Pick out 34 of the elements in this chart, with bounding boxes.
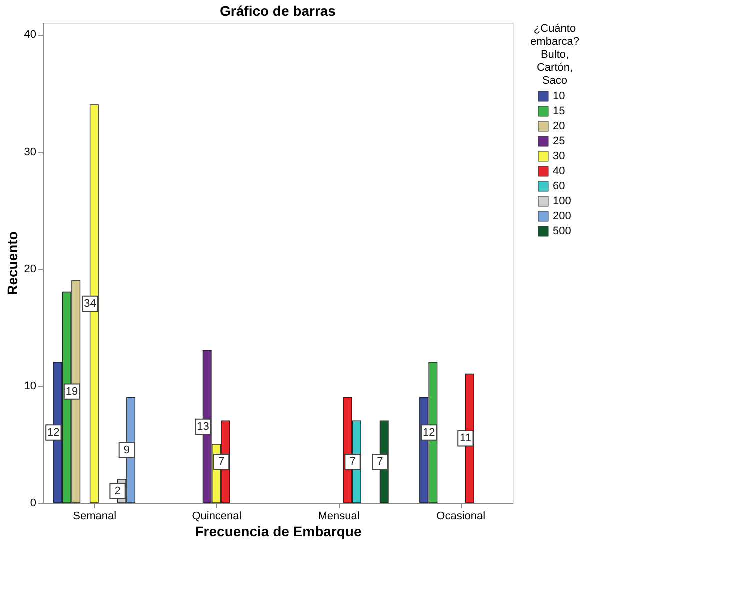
data-label: 12 — [422, 426, 436, 439]
x-tick-label: Mensual — [318, 510, 360, 522]
data-label: 7 — [218, 456, 225, 468]
legend-label: 100 — [553, 196, 572, 208]
legend-label: 30 — [553, 150, 566, 162]
legend-label: 40 — [553, 166, 566, 178]
data-label: 7 — [377, 456, 384, 468]
legend-label: 15 — [553, 106, 566, 118]
legend-label: 200 — [553, 210, 572, 222]
data-label: 19 — [66, 386, 78, 398]
x-tick-label: Semanal — [73, 510, 117, 522]
legend-title: ¿Cuánto embarca? Bulto, Cartón, Saco — [530, 23, 580, 87]
data-label: 2 — [114, 485, 121, 498]
y-tick-label: 40 — [24, 29, 36, 42]
chart-title: Gráfico de barras — [220, 3, 336, 19]
legend-label: 500 — [553, 226, 572, 238]
legend-label: 25 — [553, 136, 566, 148]
legend-label: 60 — [553, 180, 566, 192]
y-tick-label: 10 — [24, 380, 36, 392]
data-label: 13 — [197, 420, 210, 433]
data-label: 7 — [350, 456, 356, 468]
data-label: 34 — [84, 298, 96, 310]
y-tick-label: 20 — [24, 263, 36, 276]
y-axis-title: Recuento — [4, 232, 20, 296]
data-label: 11 — [460, 432, 472, 445]
y-tick-label: 0 — [30, 498, 36, 510]
data-label: 12 — [48, 426, 60, 439]
y-tick-label: 30 — [24, 146, 36, 158]
x-axis-title: Frecuencia de Embarque — [195, 524, 362, 540]
legend-label: 10 — [553, 90, 566, 102]
x-tick-label: Quincenal — [192, 510, 242, 522]
legend-label: 20 — [553, 120, 566, 132]
x-tick-label: Ocasional — [436, 510, 486, 522]
data-label: 9 — [124, 444, 130, 456]
